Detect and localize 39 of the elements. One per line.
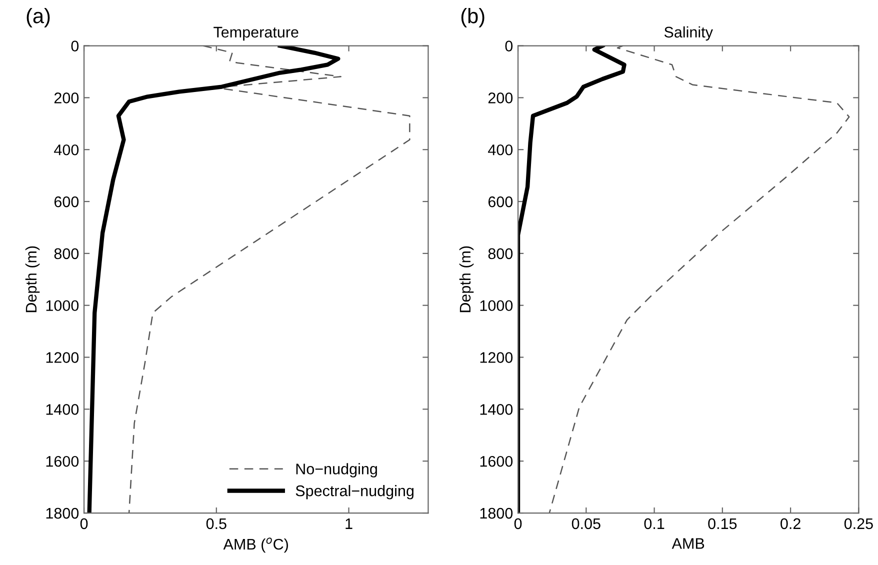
chart-title: Temperature [214, 26, 298, 41]
y-tick-label: 400 [488, 144, 513, 156]
y-tick-label: 1800 [480, 508, 513, 519]
x-axis-title: AMB [672, 538, 704, 549]
y-tick-label: 1600 [480, 456, 513, 467]
y-tick-label: 1600 [46, 456, 79, 467]
y-tick-label: 1400 [480, 404, 513, 415]
y-tick-label: 0 [505, 40, 513, 52]
x-tick-label: 1 [346, 518, 352, 529]
y-tick-label: 1000 [46, 300, 79, 312]
x-tick-label: 0.5 [206, 518, 226, 530]
y-tick-label: 800 [54, 248, 79, 260]
y-tick-label: 1000 [480, 300, 513, 312]
x-tick-label: 0.15 [708, 518, 737, 530]
x-tick-label: 0.25 [844, 518, 873, 530]
y-tick-label: 0 [71, 40, 79, 52]
y-axis-title: Depth (m) [459, 246, 474, 312]
legend-label: Spectral−nudging [296, 485, 414, 500]
y-tick-label: 800 [488, 248, 513, 260]
x-tick-label: 0 [80, 518, 88, 530]
x-tick-label: 0.1 [644, 518, 664, 530]
x-tick-label: 0.05 [572, 518, 600, 530]
y-tick-label: 600 [54, 196, 79, 208]
x-axis-title: AMB ($^{o}$C) [223, 538, 288, 553]
y-tick-label: 1400 [46, 404, 79, 415]
x-tick-label: 0 [514, 518, 522, 530]
y-tick-label: 1200 [46, 352, 79, 363]
y-tick-label: 1200 [480, 352, 513, 363]
y-tick-label: 200 [54, 92, 79, 104]
y-tick-label: 400 [54, 144, 79, 156]
text: (a) [26, 8, 50, 28]
y-tick-label: 600 [488, 196, 513, 208]
text: (b) [461, 8, 484, 28]
chart-title: Salinity [664, 26, 713, 41]
legend-label: No−nudging [296, 463, 377, 478]
y-tick-label: 1800 [46, 508, 79, 519]
y-axis-title: Depth (m) [25, 246, 40, 312]
y-tick-label: 200 [488, 92, 513, 104]
x-tick-label: 0.2 [780, 518, 800, 530]
